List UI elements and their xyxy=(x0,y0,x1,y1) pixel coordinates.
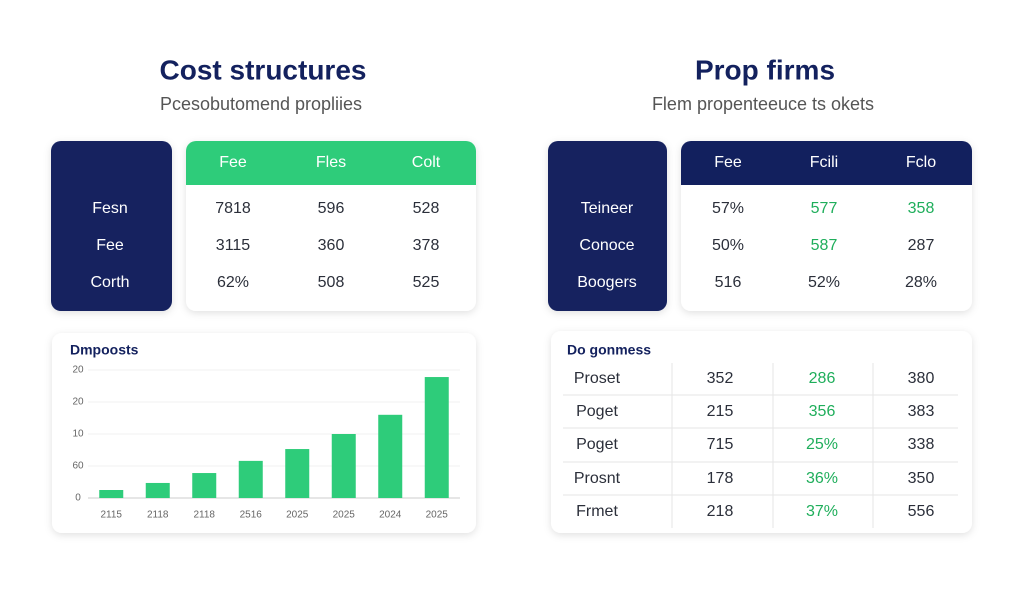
right-subtitle: Flem propenteeuce ts okets xyxy=(652,94,874,114)
cell: 516 xyxy=(715,274,742,291)
bar xyxy=(192,473,217,498)
row-label: Conoce xyxy=(579,237,634,254)
column-header: Fclo xyxy=(906,154,936,171)
y-tick-label: 20 xyxy=(72,365,84,376)
column-header: Colt xyxy=(412,154,441,171)
cell: 37% xyxy=(806,503,838,520)
row-label: Fesn xyxy=(92,200,128,217)
bar xyxy=(145,482,170,498)
cell: 556 xyxy=(908,503,935,520)
cell: 50% xyxy=(712,237,744,254)
chart-card xyxy=(52,333,476,533)
cell: Poget xyxy=(576,403,618,420)
x-tick-label: 2516 xyxy=(240,510,263,521)
cell: 178 xyxy=(707,470,734,487)
chart-title: Dmpoosts xyxy=(70,342,139,358)
x-tick-label: 2025 xyxy=(286,510,309,521)
cell: 3115 xyxy=(216,237,251,254)
bar xyxy=(99,490,124,498)
column-header: Fee xyxy=(714,154,742,171)
x-tick-label: 2118 xyxy=(193,510,215,521)
left-side-card xyxy=(51,141,172,311)
x-tick-label: 2118 xyxy=(147,510,169,521)
cell: Prosnt xyxy=(574,470,621,487)
column-header: Fles xyxy=(316,154,346,171)
x-tick-label: 2025 xyxy=(426,510,449,521)
right-table-header xyxy=(681,141,972,185)
cell: 358 xyxy=(908,200,935,217)
right-side-card xyxy=(548,141,667,311)
cell: Frmet xyxy=(576,503,618,520)
cell: 525 xyxy=(413,274,440,291)
cell: 383 xyxy=(908,403,935,420)
bar xyxy=(424,377,449,498)
cell: 7818 xyxy=(215,200,251,217)
cell: 508 xyxy=(318,274,345,291)
cell: 356 xyxy=(809,403,836,420)
x-tick-label: 2025 xyxy=(333,510,356,521)
y-tick-label: 60 xyxy=(72,461,84,472)
cell: 596 xyxy=(318,200,345,217)
row-label: Fee xyxy=(96,237,124,254)
cell: 338 xyxy=(908,436,935,453)
cell: 218 xyxy=(707,503,734,520)
row-label: Teineer xyxy=(581,200,634,217)
row-label: Boogers xyxy=(577,274,637,291)
column-header: Fee xyxy=(219,154,247,171)
y-tick-label: 10 xyxy=(72,429,84,440)
right-title: Prop firms xyxy=(695,54,835,85)
cell: 62% xyxy=(217,274,249,291)
cell: 587 xyxy=(811,237,838,254)
cell: 378 xyxy=(413,237,440,254)
bar xyxy=(331,434,356,498)
cell: 577 xyxy=(811,200,838,217)
cell: 380 xyxy=(908,370,935,387)
list-title: Do gonmess xyxy=(567,342,651,358)
x-tick-label: 2024 xyxy=(379,510,402,521)
cell: Poget xyxy=(576,436,618,453)
cell: 36% xyxy=(806,470,838,487)
cell: 286 xyxy=(809,370,836,387)
cell: 715 xyxy=(707,436,734,453)
bar xyxy=(285,449,310,498)
cell: 25% xyxy=(806,436,838,453)
cell: 215 xyxy=(707,403,734,420)
cell: Proset xyxy=(574,370,621,387)
left-table-header xyxy=(186,141,476,185)
list-card xyxy=(551,331,972,533)
bar xyxy=(238,460,263,498)
y-tick-label: 0 xyxy=(75,493,81,504)
x-tick-label: 2115 xyxy=(100,510,122,521)
y-tick-label: 20 xyxy=(72,397,84,408)
bar xyxy=(378,414,403,498)
cell: 287 xyxy=(908,237,935,254)
left-title: Cost structures xyxy=(160,54,367,85)
cell: 52% xyxy=(808,274,840,291)
cell: 57% xyxy=(712,200,744,217)
cell: 28% xyxy=(905,274,937,291)
cell: 360 xyxy=(318,237,345,254)
row-label: Corth xyxy=(90,274,129,291)
column-header: Fcili xyxy=(810,154,838,171)
cell: 350 xyxy=(908,470,935,487)
cell: 528 xyxy=(413,200,440,217)
cell: 352 xyxy=(707,370,734,387)
left-subtitle: Pcesobutomend propliies xyxy=(160,94,362,114)
